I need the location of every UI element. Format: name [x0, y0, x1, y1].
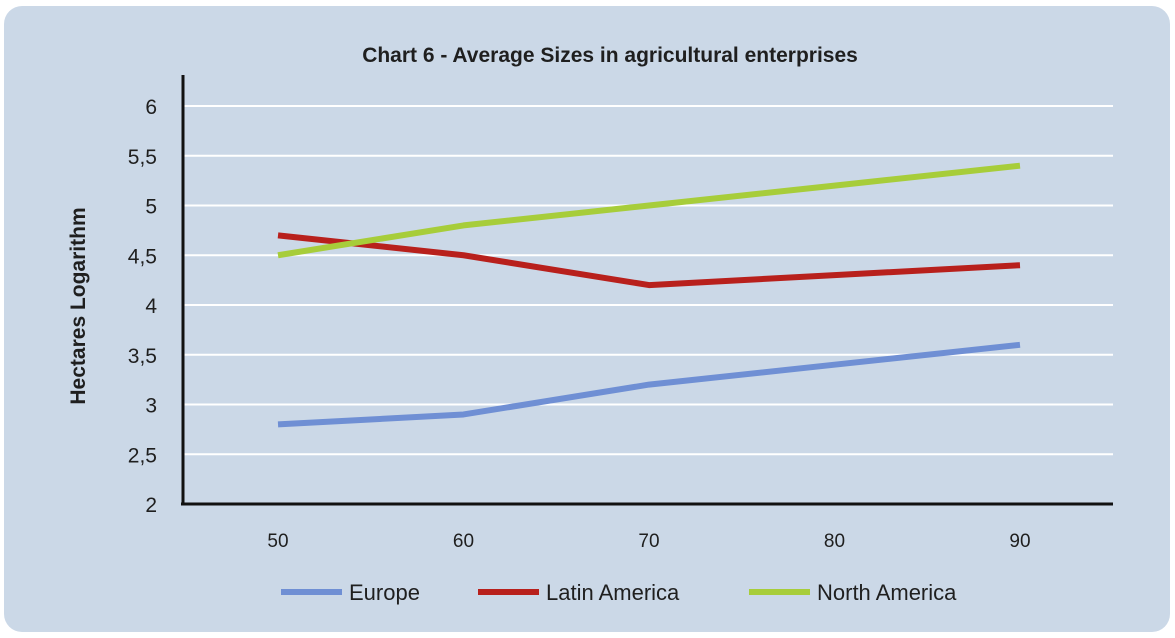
y-tick-label: 3: [145, 395, 157, 418]
y-tick-label: 3,5: [128, 345, 157, 368]
x-tick-label: 70: [638, 531, 659, 552]
x-tick-label: 60: [453, 531, 474, 552]
series-line-latin-america: [277, 232, 1021, 289]
x-tick-label: 50: [267, 531, 288, 552]
series-lines: [277, 162, 1021, 428]
y-axis-label: Hectares Logarithm: [67, 207, 90, 404]
x-tick-label: 80: [824, 531, 845, 552]
x-tick-labels: 50 60 70 80 90: [267, 531, 1030, 552]
chart-title: Chart 6 - Average Sizes in agricultural …: [362, 44, 858, 67]
chart-panel: [4, 6, 1170, 632]
gridlines: [183, 105, 1113, 456]
y-tick-label: 6: [145, 96, 157, 119]
y-tick-label: 2,5: [128, 444, 157, 467]
x-tick-label: 90: [1009, 531, 1030, 552]
legend: Europe Latin America North America: [281, 580, 957, 605]
axes: [181, 75, 1113, 506]
y-tick-label: 5,5: [128, 146, 157, 169]
legend-label-north-america: North America: [817, 580, 957, 605]
y-tick-labels: 2 2,5 3 3,5 4 4,5 5 5,5 6: [128, 96, 158, 517]
series-line-north-america: [277, 162, 1021, 259]
legend-label-europe: Europe: [349, 580, 420, 605]
series-line-europe: [277, 341, 1021, 428]
y-tick-label: 2: [145, 494, 157, 517]
legend-label-latin-america: Latin America: [546, 580, 680, 605]
y-tick-label: 4,5: [128, 245, 157, 268]
y-tick-label: 5: [145, 196, 157, 219]
y-tick-label: 4: [145, 295, 157, 318]
